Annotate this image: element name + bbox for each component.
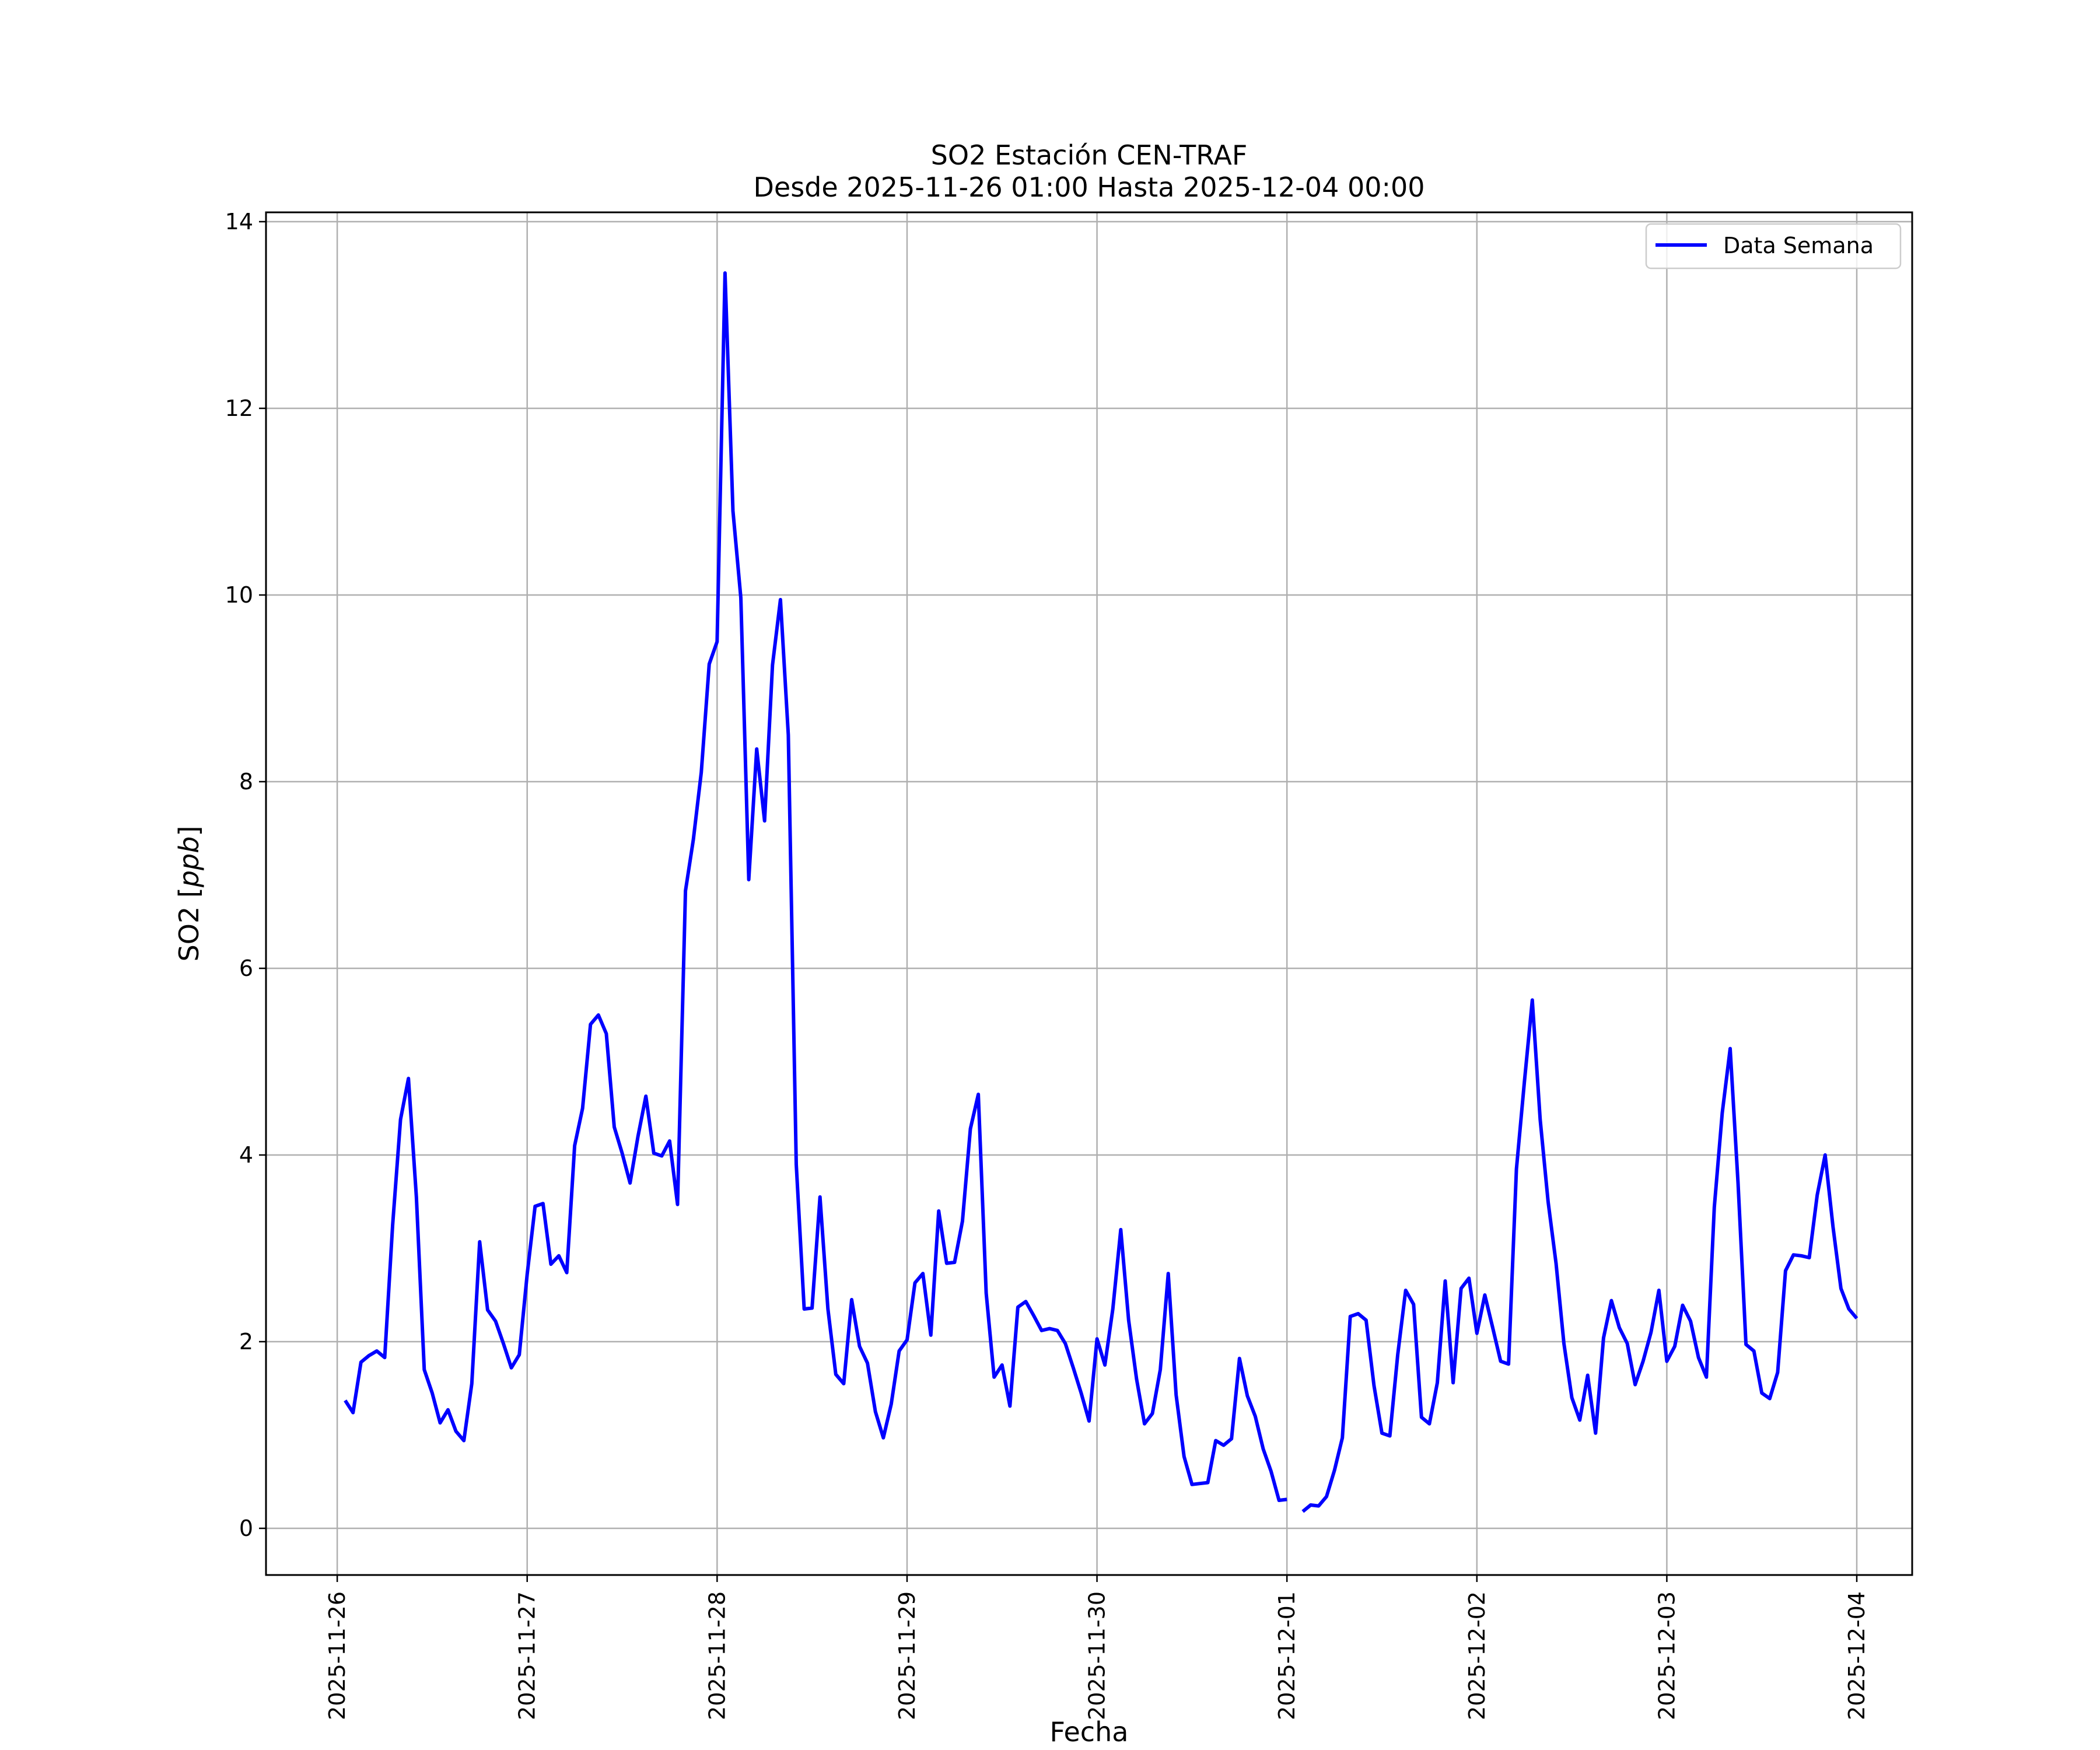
y-tick-label: 2 [239, 1329, 253, 1354]
x-tick-label: 2025-11-29 [894, 1591, 920, 1720]
series-line [1301, 998, 1859, 1513]
axis-ticks: 0 2 4 6 8 10 12 14 2025-11-26 2025-11-27 2025-11-2… [225, 209, 1870, 1720]
y-tick-label: 4 [239, 1142, 253, 1168]
chart-subtitle: Desde 2025-11-26 01:00 Hasta 2025-12-04 … [753, 172, 1424, 203]
x-tick-label: 2025-11-30 [1084, 1591, 1110, 1720]
x-tick-label: 2025-12-04 [1844, 1591, 1870, 1720]
y-tick-label: 8 [239, 769, 253, 794]
chart-title: SO2 Estación CEN-TRAF [931, 139, 1248, 171]
x-tick-label: 2025-12-01 [1274, 1591, 1300, 1720]
x-tick-label: 2025-12-03 [1654, 1591, 1679, 1720]
legend: Data Semana [1645, 223, 1902, 270]
y-tick-label: 14 [225, 209, 253, 235]
x-axis-label: Fecha [1050, 1716, 1129, 1748]
y-tick-label: 10 [225, 582, 253, 608]
x-tick-label: 2025-12-02 [1464, 1591, 1490, 1720]
y-axis-label-prefix: SO2 [ [173, 887, 205, 961]
legend-box [1645, 223, 1902, 270]
y-axis-label-suffix: ] [173, 826, 205, 836]
series-line [344, 271, 1287, 1502]
y-tick-label: 12 [225, 396, 253, 421]
x-tick-label: 2025-11-28 [704, 1591, 730, 1720]
y-axis-label-unit: ppb [173, 836, 205, 888]
axes-frame [265, 211, 1913, 1576]
x-tick-label: 2025-11-27 [514, 1591, 540, 1720]
plot-area [344, 271, 1859, 1513]
y-axis-label: SO2 [ppb] [173, 826, 205, 962]
x-tick-label: 2025-11-26 [324, 1591, 350, 1720]
legend-label: Data Semana [1723, 233, 1874, 258]
grid-lines [266, 212, 1912, 1575]
y-tick-label: 6 [239, 956, 253, 981]
y-tick-label: 0 [239, 1516, 253, 1541]
